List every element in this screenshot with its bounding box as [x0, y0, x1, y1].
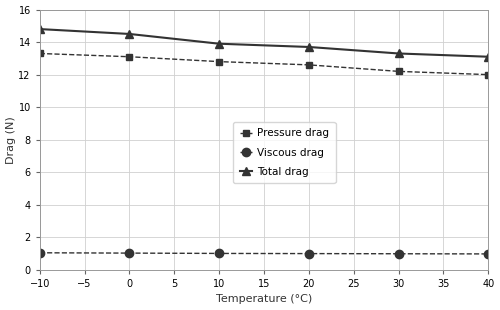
Total drag: [306, 45, 312, 49]
Total drag: [216, 42, 222, 46]
Line: Pressure drag: Pressure drag: [36, 50, 492, 78]
Pressure drag: [306, 63, 312, 67]
Viscous drag: [396, 252, 402, 256]
Legend: Pressure drag, Viscous drag, Total drag: Pressure drag, Viscous drag, Total drag: [234, 122, 336, 183]
Total drag: [126, 32, 132, 36]
Pressure drag: [396, 69, 402, 73]
Viscous drag: [486, 252, 492, 256]
Viscous drag: [36, 251, 43, 255]
Line: Total drag: Total drag: [36, 25, 492, 61]
Pressure drag: [486, 73, 492, 77]
Viscous drag: [306, 252, 312, 255]
Viscous drag: [126, 251, 132, 255]
Total drag: [36, 27, 43, 31]
Y-axis label: Drag (N): Drag (N): [6, 116, 16, 164]
X-axis label: Temperature (°C): Temperature (°C): [216, 294, 312, 304]
Total drag: [396, 52, 402, 55]
Total drag: [486, 55, 492, 59]
Pressure drag: [126, 55, 132, 59]
Pressure drag: [36, 52, 43, 55]
Pressure drag: [216, 60, 222, 64]
Viscous drag: [216, 252, 222, 255]
Line: Viscous drag: Viscous drag: [36, 249, 492, 258]
